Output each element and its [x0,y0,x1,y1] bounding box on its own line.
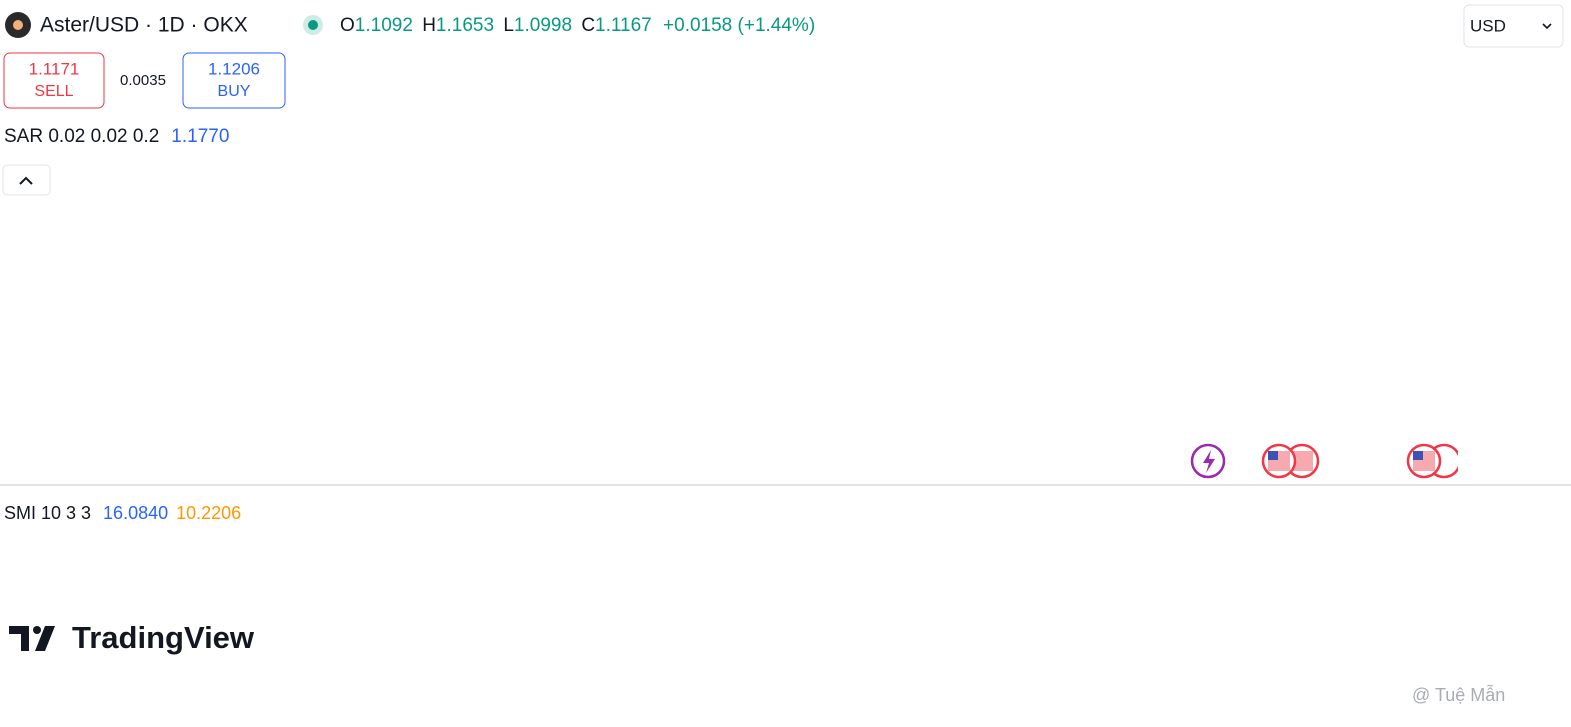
smi-legend-title: SMI 10 3 3 [4,503,91,523]
event-flag[interactable] [1406,443,1462,479]
open-value: 1.1092 [355,15,413,36]
sell-price[interactable]: 1.1171 [29,59,80,78]
sar-legend: SAR 0.02 0.02 0.2 [4,126,159,147]
currency[interactable]: USD [1470,16,1506,35]
logo-mark [35,626,55,651]
event-bolt [1203,450,1215,473]
axis-mask [1458,440,1571,482]
h-label: H [422,15,436,36]
logo: TradingView [9,620,255,655]
o-label: O [340,15,355,36]
sell-button[interactable]: 1.1171 SELL [3,52,105,109]
sar-legend-value: 1.1770 [171,126,229,147]
ohlc: O1.1092 H1.1653 L1.0998 C1.1167 +0.0158 … [340,15,815,36]
high-value: 1.1653 [436,15,494,36]
status-dot [308,20,318,30]
signal-legend-value: 10.2206 [176,503,241,523]
currency-box[interactable] [1463,4,1564,48]
buy-button[interactable]: 1.1206 BUY [182,52,286,109]
low-value: 1.0998 [514,15,572,36]
flag-canton [1413,451,1423,460]
chevron [1542,23,1552,30]
event-flag[interactable] [1261,443,1320,479]
logo-mark [33,626,41,634]
watermark: @ Tuệ Mẫn [1412,684,1505,705]
currency-select[interactable]: USD [1463,4,1564,48]
l-label: L [503,15,514,36]
flag-canton [1268,451,1278,460]
collapse-box[interactable] [2,164,51,196]
symbol-icon-dot [13,20,23,30]
logo-mark [9,626,29,651]
buy-price[interactable]: 1.1206 [208,59,260,78]
smi-legend: SMI 10 3 3 16.0840 10.2206 [4,503,241,523]
sell-label[interactable]: SELL [34,83,73,100]
indicator-legend: SAR 0.02 0.02 0.2 1.1770 [4,126,229,147]
c-label: C [581,15,595,36]
buy-label[interactable]: BUY [218,83,251,100]
events[interactable] [1190,440,1571,482]
buy-box[interactable] [182,52,286,109]
chevron-up [19,176,33,185]
logo-text: TradingView [72,620,255,655]
sell-box[interactable] [3,52,105,109]
flag-stripes [1291,451,1313,471]
collapse-button[interactable] [2,164,51,196]
spread: 0.0035 [120,72,166,89]
smi-legend-value: 16.0840 [103,503,168,523]
smi-legend-bg [0,499,286,529]
symbol-title: Aster/USD · 1D · OKX [40,14,248,37]
change: +0.0158 (+1.44%) [663,15,815,36]
close-value: 1.1167 [595,15,652,36]
